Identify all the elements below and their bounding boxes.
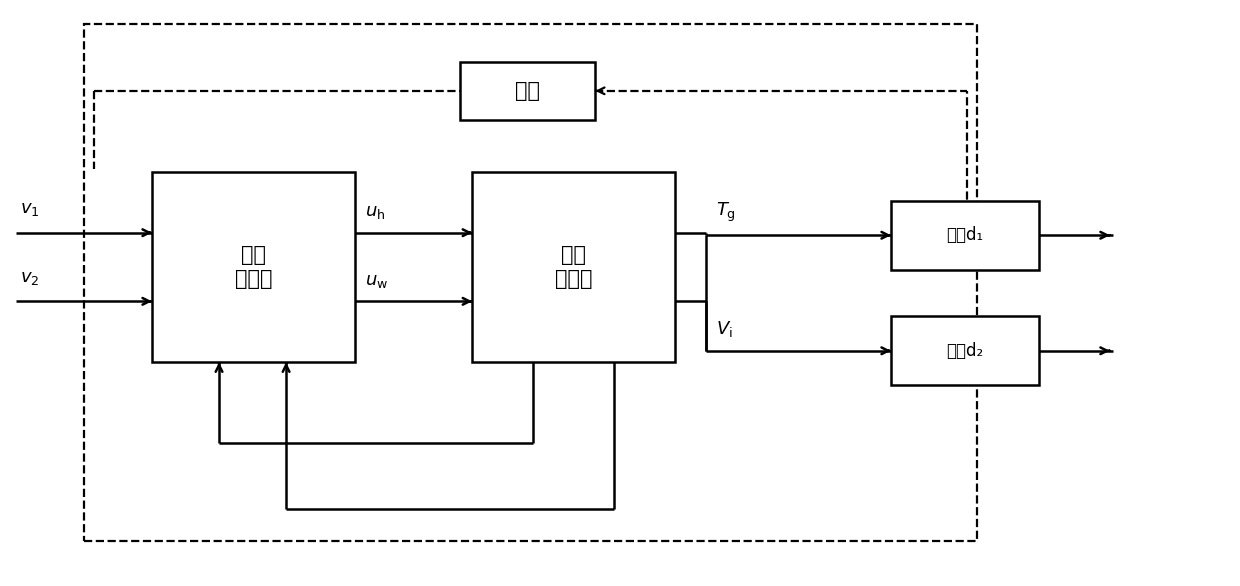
Text: $v_2$: $v_2$ bbox=[20, 269, 40, 287]
Text: 温室
温湿度: 温室 温湿度 bbox=[556, 246, 593, 289]
Text: 延时d₁: 延时d₁ bbox=[946, 226, 983, 244]
Text: $u_{\mathrm{h}}$: $u_{\mathrm{h}}$ bbox=[365, 203, 386, 221]
Text: 积分: 积分 bbox=[515, 81, 541, 101]
Text: $u_{\mathrm{w}}$: $u_{\mathrm{w}}$ bbox=[365, 272, 388, 289]
FancyBboxPatch shape bbox=[472, 172, 676, 362]
FancyBboxPatch shape bbox=[892, 316, 1039, 386]
Text: $v_1$: $v_1$ bbox=[20, 200, 40, 218]
Text: $T_{\mathrm{g}}$: $T_{\mathrm{g}}$ bbox=[715, 200, 737, 224]
FancyBboxPatch shape bbox=[153, 172, 355, 362]
FancyBboxPatch shape bbox=[84, 25, 977, 541]
Text: 精确
线性化: 精确 线性化 bbox=[234, 246, 273, 289]
FancyBboxPatch shape bbox=[460, 62, 595, 120]
Text: $V_{\mathrm{i}}$: $V_{\mathrm{i}}$ bbox=[715, 319, 733, 339]
FancyBboxPatch shape bbox=[892, 200, 1039, 270]
Text: 延时d₂: 延时d₂ bbox=[946, 342, 983, 360]
